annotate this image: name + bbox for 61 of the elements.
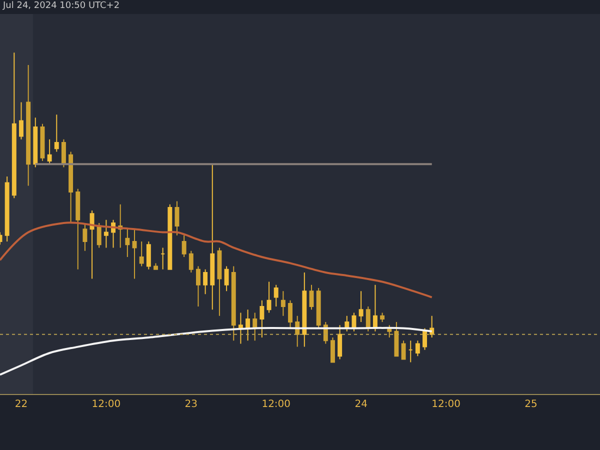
candlestick xyxy=(19,102,24,140)
candlestick xyxy=(203,268,208,295)
candlestick xyxy=(260,300,264,338)
candlestick xyxy=(394,322,399,357)
candlestick xyxy=(26,64,31,186)
candlestick xyxy=(358,290,364,323)
candlestick xyxy=(231,266,236,342)
candlestick xyxy=(146,241,151,270)
candlestick xyxy=(366,306,370,332)
candlestick xyxy=(104,219,108,248)
x-tick-label: 23 xyxy=(184,399,198,410)
x-tick-label: 12:00 xyxy=(262,399,291,410)
candlestick xyxy=(196,266,200,308)
candlestick xyxy=(380,312,385,323)
candlestick xyxy=(54,114,59,152)
candlestick xyxy=(330,337,335,363)
candlestick xyxy=(309,284,314,310)
candlestick xyxy=(274,284,278,308)
candlestick xyxy=(160,247,166,270)
candlestick xyxy=(40,123,45,162)
candlestick xyxy=(224,266,229,292)
text: Jul 24, 2024 10:50 UTC+2 xyxy=(2,1,120,11)
x-tick-label: 22 xyxy=(14,399,28,410)
candlestick xyxy=(252,312,258,342)
candlestick xyxy=(125,228,130,258)
candlestick xyxy=(96,222,102,248)
candlestick xyxy=(33,117,38,168)
candlestick xyxy=(76,188,80,270)
candlestick xyxy=(280,290,286,316)
candlestick xyxy=(401,340,406,360)
candlestick xyxy=(210,164,215,310)
candlestick xyxy=(90,210,94,280)
candlestick xyxy=(415,340,420,357)
candlestick xyxy=(408,340,413,363)
candlestick xyxy=(168,204,172,270)
candlestick xyxy=(372,284,378,332)
candlestick xyxy=(188,250,194,273)
candlestick xyxy=(288,300,292,329)
x-tick-label: 25 xyxy=(524,399,538,410)
candlestick xyxy=(12,52,16,199)
x-tick-label: 12:00 xyxy=(92,399,121,410)
candlestick xyxy=(246,309,250,342)
candlestick xyxy=(4,176,10,242)
candlestick xyxy=(182,234,186,258)
candlestick xyxy=(174,200,180,236)
candlestick xyxy=(68,151,74,224)
candlestick xyxy=(338,324,342,360)
candlestick xyxy=(217,247,222,316)
candlestick xyxy=(132,228,137,280)
candlestick xyxy=(154,262,158,270)
candlestick xyxy=(139,241,144,267)
candlestick xyxy=(266,281,272,314)
x-tick-label: 24 xyxy=(354,399,368,410)
candlestick xyxy=(316,287,321,329)
candlestick xyxy=(422,328,428,350)
candlestick xyxy=(47,138,52,165)
candlestick xyxy=(238,312,243,344)
candlestick xyxy=(302,272,307,348)
x-tick-label: 12:00 xyxy=(432,399,460,410)
candlestick xyxy=(61,138,66,168)
candlestick xyxy=(82,222,88,252)
